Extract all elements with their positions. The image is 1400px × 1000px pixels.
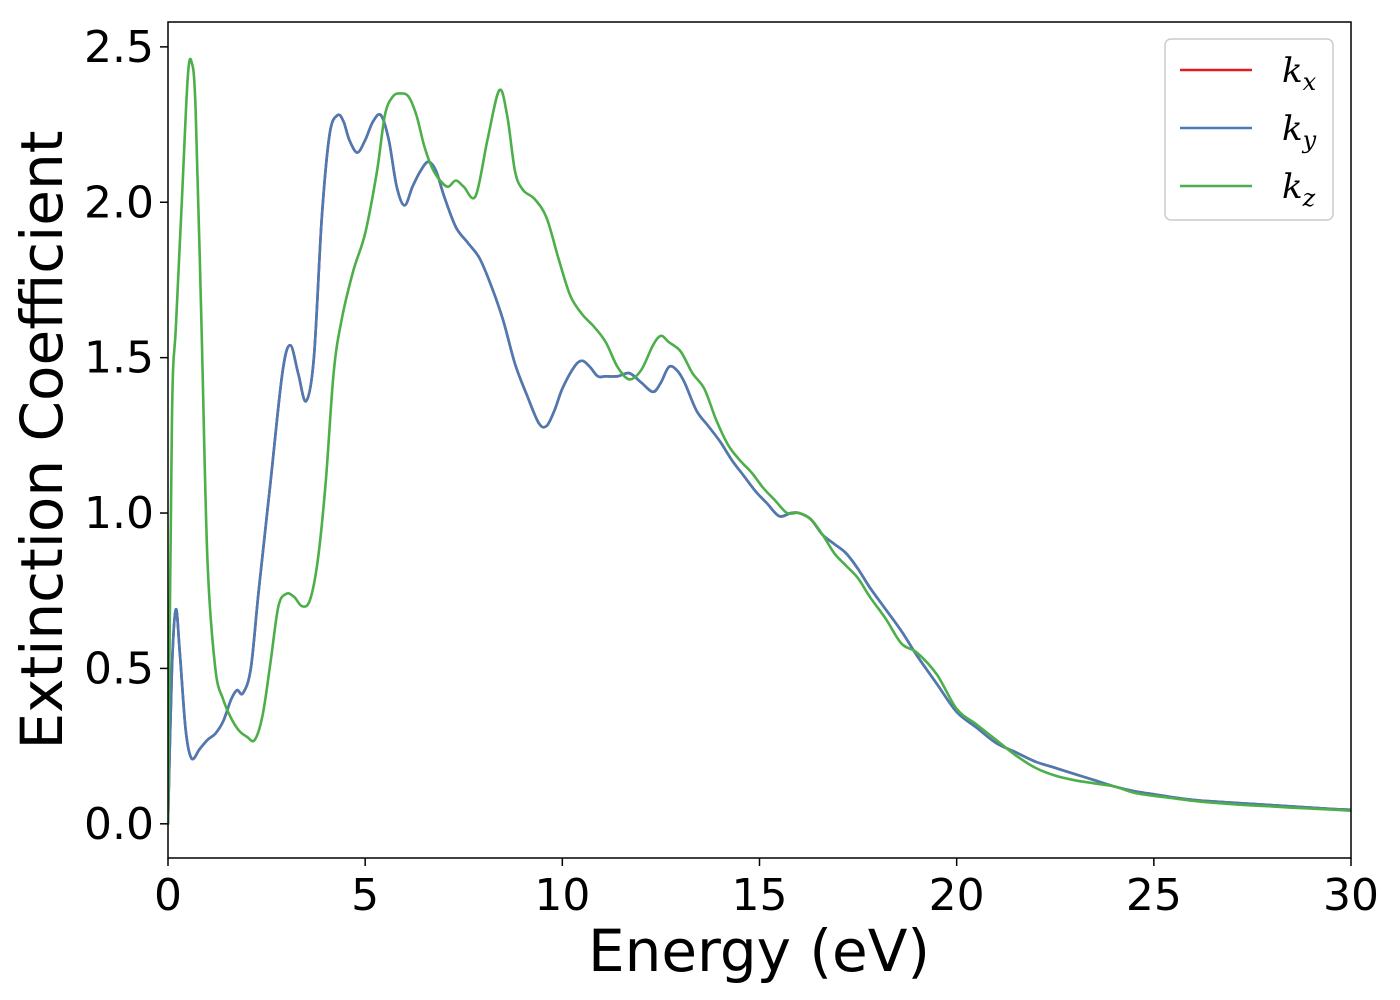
legend: kx ky kz	[1164, 38, 1334, 221]
y-tick-label: 2.5	[84, 22, 154, 73]
x-tick-label: 0	[154, 870, 182, 921]
y-tick-label: 1.5	[84, 333, 154, 384]
x-axis-title: Energy (eV)	[588, 917, 930, 985]
legend-label-y: ky	[1282, 109, 1317, 154]
y-tick-label: 0.0	[84, 799, 154, 850]
series-line-z	[168, 57, 1351, 826]
x-tick-label: 30	[1323, 870, 1379, 921]
y-axis: 0.0 0.5 1.0 1.5 2.0 2.5	[84, 22, 168, 850]
y-tick-label: 0.5	[84, 643, 154, 694]
x-tick-label: 5	[351, 870, 379, 921]
y-tick-label: 2.0	[84, 177, 154, 228]
legend-label-x: kx	[1282, 51, 1317, 96]
legend-box	[1164, 38, 1334, 221]
x-tick-label: 20	[929, 870, 985, 921]
x-tick-label: 10	[534, 870, 590, 921]
x-tick-label: 25	[1126, 870, 1182, 921]
series-layer	[168, 57, 1351, 826]
y-axis-title: Extinction Coefficient	[8, 131, 76, 750]
legend-label-z: kz	[1282, 167, 1316, 212]
y-tick-label: 1.0	[84, 488, 154, 539]
x-tick-label: 15	[732, 870, 788, 921]
x-axis: 0 5 10 15 20 25 30	[154, 858, 1379, 921]
